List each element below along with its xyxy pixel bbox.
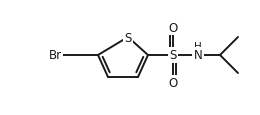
Text: S: S [169, 49, 177, 62]
Text: O: O [168, 21, 178, 34]
Text: O: O [168, 77, 178, 90]
Text: S: S [124, 31, 132, 44]
Text: N: N [194, 49, 202, 62]
Text: Br: Br [48, 49, 62, 62]
Text: H: H [194, 42, 202, 52]
